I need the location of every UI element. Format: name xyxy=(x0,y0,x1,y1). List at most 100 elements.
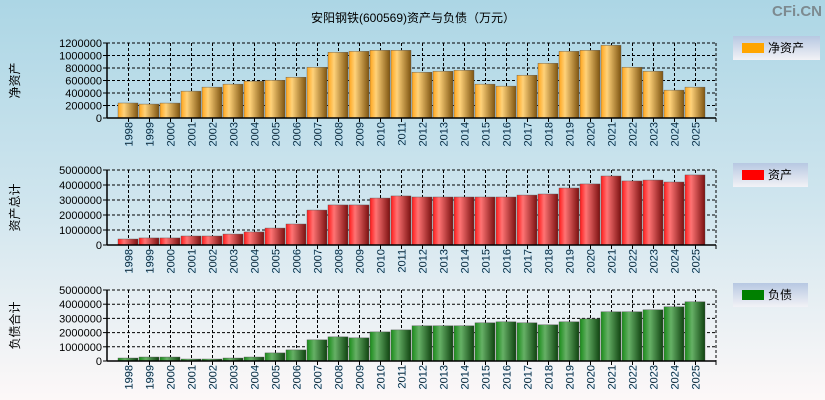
x-tick-label: 2023 xyxy=(649,122,661,146)
x-tick-label: 2018 xyxy=(544,122,556,146)
bar-2014 xyxy=(453,196,475,246)
bar-2007 xyxy=(306,66,328,119)
bar-2001 xyxy=(180,235,202,246)
y-axis-label: 负债合计 xyxy=(7,301,22,349)
x-tick-label: 2001 xyxy=(187,249,199,273)
x-tick-label: 2019 xyxy=(565,365,577,389)
x-tick-label: 2013 xyxy=(439,122,451,146)
x-tick-label: 2010 xyxy=(376,122,388,146)
x-tick-label: 2019 xyxy=(565,249,577,273)
bar-2011 xyxy=(390,329,412,362)
bar-2015 xyxy=(474,196,496,246)
bar-2007 xyxy=(306,339,328,362)
y-tick-label: 200000 xyxy=(65,101,102,113)
bar-2006 xyxy=(285,223,307,246)
y-tick-label: 3000000 xyxy=(59,195,102,207)
y-tick-label: 5000000 xyxy=(59,165,102,177)
bar-2016 xyxy=(495,196,517,246)
x-tick-label: 2013 xyxy=(439,365,451,389)
x-tick-label: 2024 xyxy=(670,365,682,389)
bar-2004 xyxy=(243,231,265,246)
x-tick-label: 2000 xyxy=(166,365,178,389)
chart-title: 安阳钢铁(600569)资产与负债（万元） xyxy=(311,10,515,25)
x-tick-label: 2025 xyxy=(691,122,703,146)
bar-2013 xyxy=(432,325,454,362)
bar-2012 xyxy=(411,71,433,119)
bar-2017 xyxy=(516,322,538,362)
bar-2002 xyxy=(201,86,223,119)
x-tick-label: 2000 xyxy=(166,122,178,146)
x-tick-label: 2012 xyxy=(418,365,430,389)
x-tick-label: 2022 xyxy=(628,365,640,389)
x-tick-label: 1998 xyxy=(124,365,136,389)
x-tick-label: 2016 xyxy=(502,365,514,389)
bar-2003 xyxy=(222,233,244,246)
y-tick-label: 1000000 xyxy=(59,342,102,354)
bar-2025 xyxy=(684,86,706,119)
y-tick-label: 800000 xyxy=(65,63,102,75)
x-tick-label: 2021 xyxy=(607,122,619,146)
x-tick-label: 2017 xyxy=(523,249,535,273)
bar-2016 xyxy=(495,321,517,362)
x-tick-label: 1999 xyxy=(145,365,157,389)
x-tick-label: 2002 xyxy=(208,365,220,389)
bar-2024 xyxy=(663,89,685,119)
x-tick-label: 2021 xyxy=(607,249,619,273)
bar-2025 xyxy=(684,301,706,362)
y-axis-label: 资产总计 xyxy=(8,183,22,231)
bar-2022 xyxy=(621,66,643,119)
y-tick-label: 1200000 xyxy=(59,38,102,50)
bar-2014 xyxy=(453,325,475,362)
bar-2002 xyxy=(201,235,223,246)
legend: 净资产 xyxy=(733,36,820,60)
bar-2020 xyxy=(579,183,601,246)
y-tick-label: 4000000 xyxy=(59,299,102,311)
bar-2007 xyxy=(306,209,328,246)
x-tick-label: 2004 xyxy=(250,122,262,146)
legend-label: 净资产 xyxy=(768,41,804,55)
x-tick-label: 2020 xyxy=(586,249,598,273)
bar-2024 xyxy=(663,306,685,362)
x-tick-label: 2001 xyxy=(187,365,199,389)
x-tick-label: 2018 xyxy=(544,365,556,389)
bar-2012 xyxy=(411,196,433,246)
x-tick-label: 2012 xyxy=(418,122,430,146)
x-tick-label: 2024 xyxy=(670,122,682,146)
x-tick-label: 2004 xyxy=(250,249,262,273)
y-tick-label: 3000000 xyxy=(59,313,102,325)
bar-2017 xyxy=(516,74,538,119)
bar-2012 xyxy=(411,325,433,362)
bar-2016 xyxy=(495,85,517,119)
x-tick-label: 2005 xyxy=(271,365,283,389)
x-tick-label: 2007 xyxy=(313,249,325,273)
x-tick-label: 2009 xyxy=(355,122,367,146)
x-tick-label: 2018 xyxy=(544,249,556,273)
y-tick-label: 1000000 xyxy=(59,51,102,63)
x-tick-label: 2014 xyxy=(460,122,472,146)
x-tick-label: 2001 xyxy=(187,122,199,146)
bar-2024 xyxy=(663,181,685,246)
x-tick-label: 2006 xyxy=(292,122,304,146)
x-tick-label: 2005 xyxy=(271,249,283,273)
y-tick-label: 600000 xyxy=(65,76,102,88)
bar-2018 xyxy=(537,324,559,362)
x-tick-label: 2017 xyxy=(523,365,535,389)
bar-2015 xyxy=(474,83,496,119)
x-tick-label: 1999 xyxy=(145,249,157,273)
y-tick-label: 2000000 xyxy=(59,210,102,222)
bar-2008 xyxy=(327,336,349,362)
x-tick-label: 2000 xyxy=(166,249,178,273)
bar-2008 xyxy=(327,204,349,246)
x-tick-label: 1998 xyxy=(124,249,136,273)
bar-2005 xyxy=(264,79,286,119)
y-tick-label: 1000000 xyxy=(59,225,102,237)
x-tick-label: 2006 xyxy=(292,365,304,389)
x-tick-label: 1999 xyxy=(145,122,157,146)
bar-2021 xyxy=(600,175,622,246)
x-tick-label: 2010 xyxy=(376,365,388,389)
bar-2010 xyxy=(369,197,391,246)
x-tick-label: 2002 xyxy=(208,122,220,146)
x-tick-label: 2014 xyxy=(460,365,472,389)
